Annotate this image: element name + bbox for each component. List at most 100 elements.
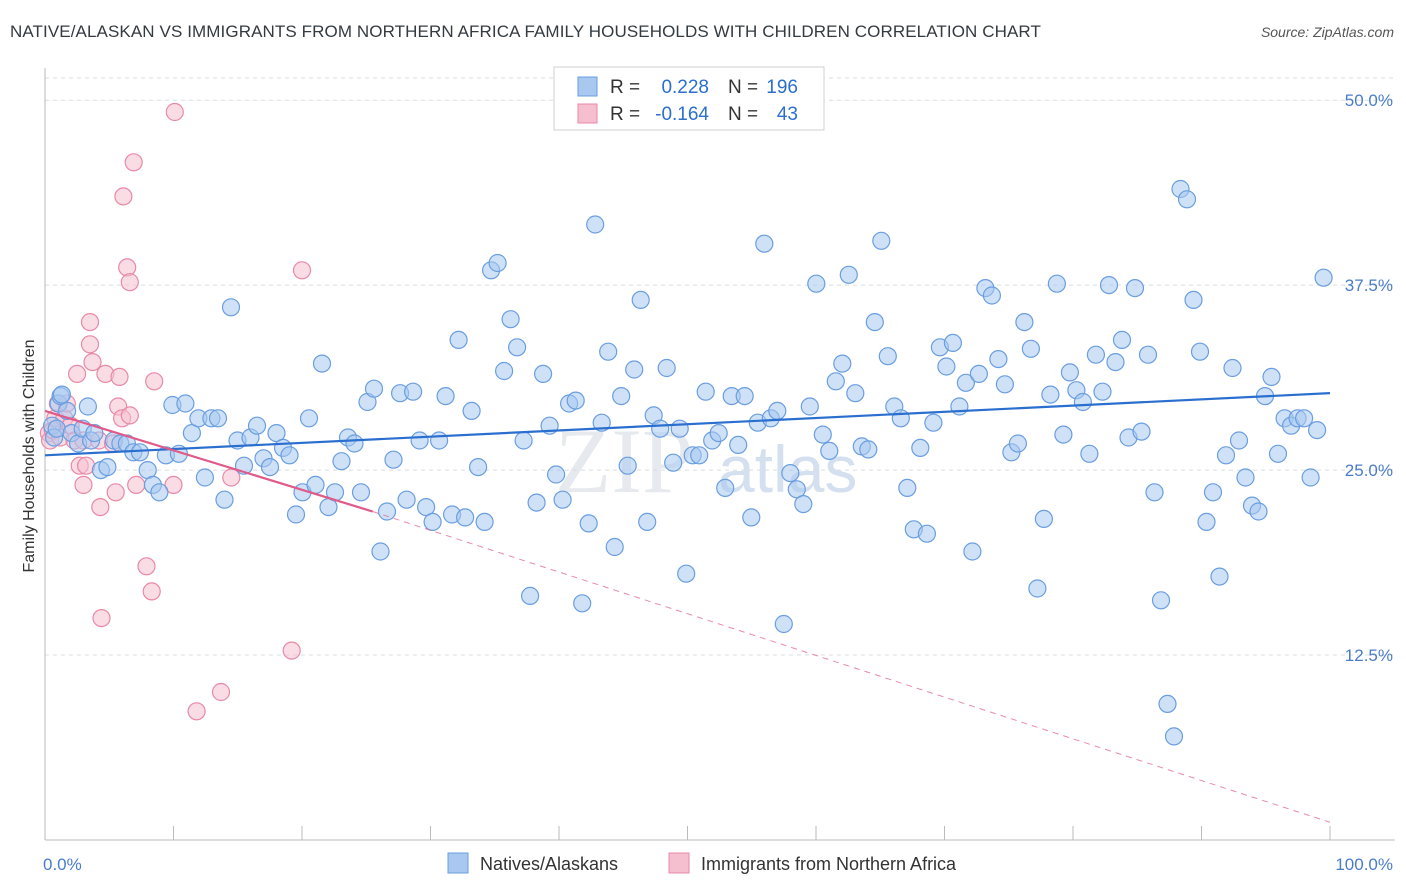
point-natives-alaskans-33 — [221, 298, 241, 317]
point-natives-alaskans-66 — [436, 387, 455, 406]
point-natives-alaskans-57 — [377, 502, 397, 521]
point-natives-alaskans-178 — [1164, 727, 1184, 746]
point-natives-alaskans-201 — [1314, 268, 1333, 287]
point-natives-alaskans-52 — [345, 434, 364, 453]
point-natives-alaskans-91 — [599, 342, 618, 361]
point-natives-alaskans-125 — [820, 441, 839, 460]
point-natives-alaskans-128 — [839, 265, 858, 284]
point-natives-alaskans-165 — [1080, 444, 1099, 463]
y-tick-label-1: 25.0% — [1345, 461, 1393, 480]
point-natives-alaskans-72 — [475, 512, 494, 532]
point-natives-alaskans-19 — [130, 443, 149, 462]
point-immigrants-northern-africa-17 — [83, 353, 102, 372]
axes — [44, 68, 1395, 841]
chart-title: NATIVE/ALASKAN VS IMMIGRANTS FROM NORTHE… — [10, 22, 1041, 41]
point-immigrants-northern-africa-23 — [106, 483, 125, 502]
point-natives-alaskans-115 — [755, 234, 774, 253]
point-natives-alaskans-131 — [859, 440, 878, 459]
point-natives-alaskans-191 — [1249, 502, 1268, 521]
point-natives-alaskans-113 — [742, 508, 761, 527]
legend-r-label-1: R = — [610, 77, 640, 98]
point-immigrants-northern-africa-41 — [282, 641, 301, 660]
point-natives-alaskans-166 — [1086, 345, 1106, 364]
point-natives-alaskans-109 — [716, 478, 735, 497]
legend-swatch-pink — [577, 103, 598, 124]
point-natives-alaskans-141 — [924, 413, 943, 432]
point-natives-alaskans-6 — [57, 401, 77, 420]
point-natives-alaskans-79 — [520, 586, 540, 606]
point-natives-alaskans-194 — [1268, 444, 1288, 463]
legend-r-value-2: -0.164 — [655, 104, 709, 125]
point-natives-alaskans-139 — [911, 438, 930, 457]
point-natives-alaskans-50 — [332, 452, 351, 471]
point-natives-alaskans-12 — [85, 424, 104, 443]
point-natives-alaskans-168 — [1099, 276, 1119, 295]
trend-line-natives-alaskans — [44, 392, 1331, 457]
point-natives-alaskans-155 — [1015, 313, 1034, 332]
point-natives-alaskans-150 — [982, 286, 1002, 305]
point-natives-alaskans-174 — [1138, 345, 1158, 364]
point-natives-alaskans-5 — [52, 385, 72, 404]
point-natives-alaskans-105 — [690, 446, 709, 465]
point-natives-alaskans-148 — [969, 364, 989, 383]
legend-n-value-2: 43 — [777, 104, 798, 125]
point-natives-alaskans-151 — [989, 350, 1008, 369]
point-natives-alaskans-198 — [1294, 409, 1314, 428]
point-natives-alaskans-95 — [625, 360, 644, 379]
x-tick-labels: 0.0% 100.0% — [43, 855, 1393, 874]
natives-alaskans-points — [42, 179, 1333, 746]
point-natives-alaskans-77 — [507, 338, 527, 357]
point-immigrants-northern-africa-10 — [67, 364, 87, 383]
y-axis-title: Family Households with Children — [21, 340, 38, 573]
point-natives-alaskans-161 — [1054, 425, 1073, 444]
point-natives-alaskans-29 — [195, 468, 214, 487]
point-natives-alaskans-62 — [410, 431, 429, 450]
point-natives-alaskans-80 — [527, 493, 546, 512]
point-natives-alaskans-157 — [1028, 579, 1047, 598]
point-natives-alaskans-69 — [456, 508, 475, 527]
legend-r-value-1: 0.228 — [661, 77, 709, 98]
point-natives-alaskans-42 — [280, 446, 299, 465]
point-natives-alaskans-75 — [495, 361, 514, 381]
point-natives-alaskans-70 — [462, 401, 481, 420]
point-natives-alaskans-14 — [98, 458, 117, 477]
point-natives-alaskans-137 — [898, 478, 917, 497]
point-immigrants-northern-africa-28 — [118, 258, 137, 277]
point-natives-alaskans-176 — [1151, 591, 1171, 610]
trend-extension-immigrants-northern-africa — [372, 511, 1331, 823]
point-natives-alaskans-187 — [1223, 358, 1242, 378]
point-natives-alaskans-87 — [573, 594, 592, 613]
point-natives-alaskans-43 — [286, 505, 306, 524]
point-natives-alaskans-53 — [351, 483, 371, 502]
point-natives-alaskans-122 — [800, 397, 819, 416]
point-immigrants-northern-africa-30 — [120, 406, 139, 425]
point-natives-alaskans-39 — [260, 458, 280, 477]
point-natives-alaskans-133 — [872, 231, 891, 250]
point-immigrants-northern-africa-38 — [187, 702, 206, 721]
bottom-legend-swatch-blue — [447, 852, 469, 874]
point-natives-alaskans-152 — [995, 375, 1015, 394]
point-natives-alaskans-108 — [709, 424, 728, 443]
point-natives-alaskans-10 — [78, 397, 98, 416]
point-immigrants-northern-africa-32 — [127, 475, 146, 494]
point-immigrants-northern-africa-20 — [92, 608, 111, 628]
x-tick-label-0: 0.0% — [43, 855, 82, 874]
point-natives-alaskans-193 — [1262, 367, 1281, 386]
point-natives-alaskans-76 — [501, 310, 520, 329]
point-natives-alaskans-118 — [774, 614, 793, 634]
y-tick-label-0: 12.5% — [1345, 646, 1393, 665]
point-natives-alaskans-94 — [618, 456, 637, 475]
point-natives-alaskans-175 — [1145, 483, 1164, 502]
point-immigrants-northern-africa-31 — [124, 153, 143, 172]
point-natives-alaskans-111 — [729, 435, 748, 454]
point-natives-alaskans-92 — [605, 537, 624, 557]
point-natives-alaskans-159 — [1041, 385, 1060, 404]
point-natives-alaskans-184 — [1203, 483, 1223, 502]
point-natives-alaskans-154 — [1008, 434, 1028, 453]
point-natives-alaskans-160 — [1047, 274, 1067, 293]
correlation-legend: R = 0.228 N = 196 R = -0.164 N = 43 — [553, 66, 825, 131]
point-immigrants-northern-africa-42 — [292, 261, 312, 280]
y-tick-label-3: 50.0% — [1345, 91, 1393, 110]
point-natives-alaskans-188 — [1229, 431, 1249, 450]
point-natives-alaskans-65 — [430, 431, 449, 450]
